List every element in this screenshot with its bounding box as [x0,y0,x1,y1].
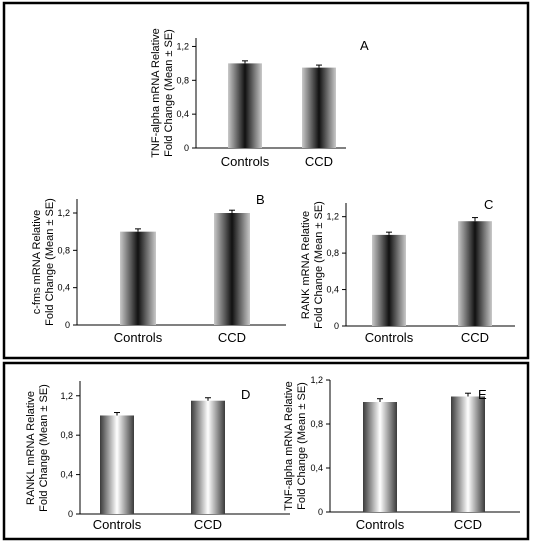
y-tick-label: 0,8 [310,419,323,429]
x-category-label: Controls [114,330,163,345]
panel-label: E [478,387,487,402]
panel-label: B [256,192,265,207]
y-axis-label-line: RANK mRNA Relative [300,211,312,319]
y-tick-label: 0,8 [57,245,70,255]
y-axis-label: TNF-alpha mRNA RelativeFold Change (Mean… [150,28,175,158]
y-axis-label-line: TNF-alpha mRNA Relative [283,381,295,511]
bar-controls [372,234,406,326]
y-tick-label: 0 [68,509,73,519]
chart-panel-c: 0 0,4 0,8 1,2 Controls CCD RANK mRNA RelativeF… [300,197,515,345]
y-axis-label-line: Fold Change (Mean ± SE) [313,201,325,329]
y-axis-label-line: Fold Change (Mean ± SE) [38,384,50,512]
y-axis-label: TNF-alpha mRNA RelativeFold Change (Mean… [283,381,308,511]
y-tick-label: 1,2 [60,391,73,401]
bar-controls [363,402,397,512]
top-frame [2,1,530,360]
y-tick-label: 0 [65,320,70,330]
bar-controls [120,231,156,325]
x-category-label: Controls [93,517,142,532]
x-category-label: Controls [221,154,270,169]
y-axis-label: RANK mRNA RelativeFold Change (Mean ± SE… [300,201,325,329]
y-tick-label: 0,4 [60,470,73,480]
x-category-label: CCD [194,517,222,532]
x-category-label: CCD [305,154,333,169]
y-tick-label: 0,8 [176,75,189,85]
panel-label: D [241,387,250,402]
y-axis-label-line: Fold Change (Mean ± SE) [44,198,56,326]
y-axis-label: c-fms mRNA RelativeFold Change (Mean ± S… [31,198,56,326]
chart-panels: 0 0,4 0,8 1,2 Controls CCD TNF-alpha mRNA Rela… [25,28,520,532]
chart-panel-e: 0 0,4 0,8 1,2 Controls CCD TNF-alpha mRNA Rela… [283,375,520,532]
y-axis-label-line: RANKL mRNA Relative [25,391,37,505]
y-tick-label: 0 [334,321,339,331]
y-tick-label: 0,4 [310,463,323,473]
y-axis-label-line: TNF-alpha mRNA Relative [150,28,162,158]
x-category-label: Controls [365,330,414,345]
y-tick-label: 1,2 [310,375,323,385]
x-category-label: CCD [218,330,246,345]
chart-panel-b: 0 0,4 0,8 1,2 Controls CCD c-fms mRNA Relative… [31,192,286,345]
y-tick-label: 0,8 [326,248,339,258]
bar-ccd [458,221,492,326]
bar-ccd [302,67,336,148]
y-axis-label-line: Fold Change (Mean ± SE) [296,382,308,510]
y-tick-label: 0,4 [176,109,189,119]
y-tick-label: 1,2 [57,208,70,218]
x-category-label: CCD [454,517,482,532]
y-tick-label: 0,4 [326,285,339,295]
y-tick-label: 0 [184,143,189,153]
panel-label: A [360,38,369,53]
bar-ccd [451,396,485,512]
bar-ccd [191,400,225,514]
chart-panel-d: 0 0,4 0,8 1,2 Controls CCD RANKL mRNA Relative… [25,381,290,532]
x-category-label: Controls [356,517,405,532]
x-category-label: CCD [461,330,489,345]
y-tick-label: 1,2 [176,41,189,51]
y-tick-label: 0 [318,507,323,517]
bar-ccd [214,213,250,325]
bottom-frame [2,361,530,541]
y-tick-label: 1,2 [326,212,339,222]
y-axis-label-line: Fold Change (Mean ± SE) [163,29,175,157]
y-tick-label: 0,4 [57,283,70,293]
y-axis-label-line: c-fms mRNA Relative [31,210,43,315]
panel-label: C [484,197,493,212]
chart-panel-a: 0 0,4 0,8 1,2 Controls CCD TNF-alpha mRNA Rela… [150,28,369,169]
bar-controls [100,415,134,514]
y-tick-label: 0,8 [60,430,73,440]
bar-controls [228,63,262,149]
y-axis-label: RANKL mRNA RelativeFold Change (Mean ± S… [25,384,50,512]
